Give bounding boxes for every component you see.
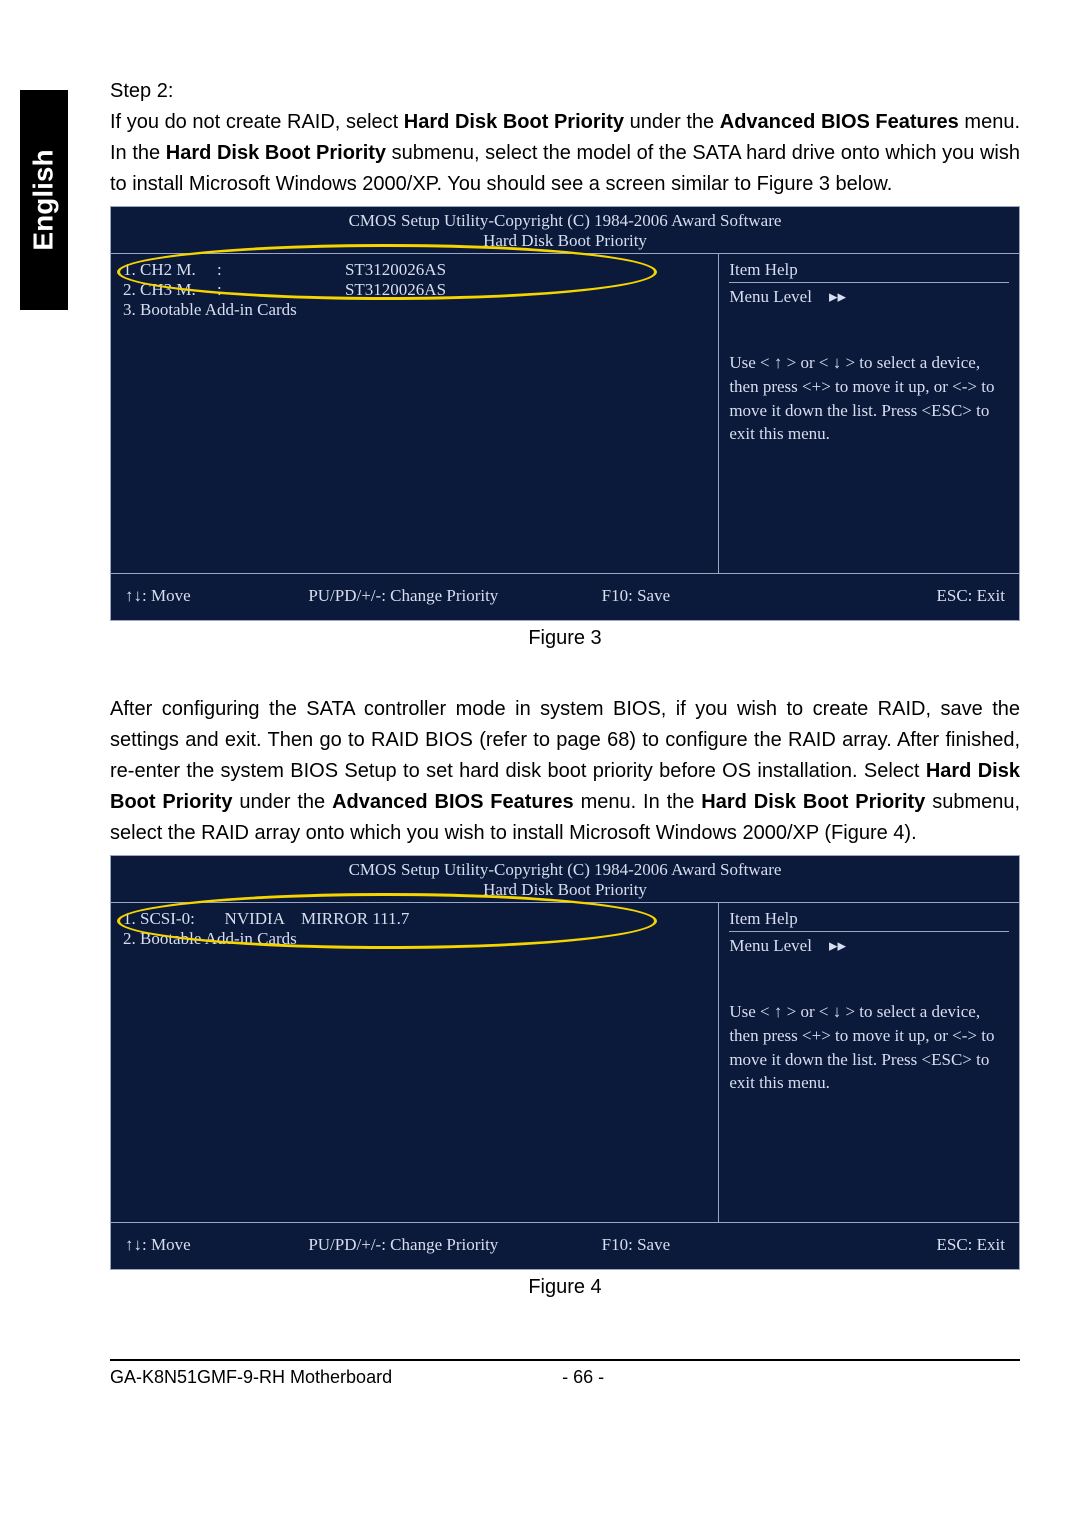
bold-text: Hard Disk Boot Priority: [701, 791, 925, 813]
menu-level-marker-icon: ▸▸: [829, 287, 846, 306]
bios-subtitle: Hard Disk Boot Priority: [111, 880, 1019, 902]
bios-footer: ↑↓: Move PU/PD/+/-: Change Priority F10:…: [111, 573, 1019, 620]
menu-level: Menu Level ▸▸: [729, 936, 1009, 964]
bios-header: CMOS Setup Utility-Copyright (C) 1984-20…: [111, 856, 1019, 902]
page-content: Step 2: If you do not create RAID, selec…: [110, 80, 1020, 1388]
text: under the: [232, 791, 332, 813]
intro-paragraph: If you do not create RAID, select Hard D…: [110, 107, 1020, 200]
help-text: Use < ↑ > or < ↓ > to select a device, t…: [729, 351, 1009, 446]
menu-level-marker-icon: ▸▸: [829, 936, 846, 955]
list-item: 2. Bootable Add-in Cards: [123, 929, 710, 949]
bios-header: CMOS Setup Utility-Copyright (C) 1984-20…: [111, 207, 1019, 253]
bios-help-panel: Item Help Menu Level ▸▸ Use < ↑ > or < ↓…: [718, 254, 1019, 573]
list-item: 1. SCSI-0: NVIDIA MIRROR 111.7: [123, 909, 710, 929]
list-item: 3. Bootable Add-in Cards: [123, 300, 710, 320]
item-help-label: Item Help: [729, 909, 1009, 932]
bios-device-list: 1. CH2 M. : ST3120026AS 2. CH3 M. : ST31…: [111, 254, 718, 573]
bold-text: Hard Disk Boot Priority: [404, 111, 624, 133]
menu-level-label: Menu Level: [729, 287, 812, 306]
menu-level: Menu Level ▸▸: [729, 287, 1009, 315]
footer-page-number: - 66 -: [392, 1367, 1020, 1388]
bold-text: Hard Disk Boot Priority: [166, 142, 386, 164]
text: under the: [624, 111, 720, 133]
bold-text: Advanced BIOS Features: [332, 791, 574, 813]
footer-exit: ESC: Exit: [822, 586, 1005, 606]
footer-move: ↑↓: Move: [125, 586, 308, 606]
help-text: Use < ↑ > or < ↓ > to select a device, t…: [729, 1000, 1009, 1095]
footer-move: ↑↓: Move: [125, 1235, 308, 1255]
list-item: 1. CH2 M. : ST3120026AS: [123, 260, 710, 280]
text: menu. In the: [574, 791, 702, 813]
item-help-label: Item Help: [729, 260, 1009, 283]
footer-exit: ESC: Exit: [822, 1235, 1005, 1255]
footer-change: PU/PD/+/-: Change Priority: [308, 1235, 601, 1255]
language-tab: English: [20, 90, 68, 310]
page-footer: GA-K8N51GMF-9-RH Motherboard - 66 -: [110, 1359, 1020, 1388]
text: After configuring the SATA controller mo…: [110, 698, 1020, 782]
figure-caption-3: Figure 3: [110, 627, 1020, 650]
footer-save: F10: Save: [602, 1235, 822, 1255]
step-label: Step 2:: [110, 80, 1020, 103]
bold-text: Advanced BIOS Features: [720, 111, 959, 133]
bios-subtitle: Hard Disk Boot Priority: [111, 231, 1019, 253]
menu-level-label: Menu Level: [729, 936, 812, 955]
mid-paragraph: After configuring the SATA controller mo…: [110, 694, 1020, 849]
footer-save: F10: Save: [602, 586, 822, 606]
bios-body: 1. SCSI-0: NVIDIA MIRROR 111.7 2. Bootab…: [111, 902, 1019, 1222]
footer-product: GA-K8N51GMF-9-RH Motherboard: [110, 1367, 392, 1388]
bios-screenshot-fig3: CMOS Setup Utility-Copyright (C) 1984-20…: [110, 206, 1020, 621]
text: If you do not create RAID, select: [110, 111, 404, 133]
bios-help-panel: Item Help Menu Level ▸▸ Use < ↑ > or < ↓…: [718, 903, 1019, 1222]
bios-body: 1. CH2 M. : ST3120026AS 2. CH3 M. : ST31…: [111, 253, 1019, 573]
bios-device-list: 1. SCSI-0: NVIDIA MIRROR 111.7 2. Bootab…: [111, 903, 718, 1222]
list-item: 2. CH3 M. : ST3120026AS: [123, 280, 710, 300]
footer-change: PU/PD/+/-: Change Priority: [308, 586, 601, 606]
figure-caption-4: Figure 4: [110, 1276, 1020, 1299]
bios-title: CMOS Setup Utility-Copyright (C) 1984-20…: [111, 860, 1019, 880]
bios-screenshot-fig4: CMOS Setup Utility-Copyright (C) 1984-20…: [110, 855, 1020, 1270]
bios-title: CMOS Setup Utility-Copyright (C) 1984-20…: [111, 211, 1019, 231]
bios-footer: ↑↓: Move PU/PD/+/-: Change Priority F10:…: [111, 1222, 1019, 1269]
language-tab-label: English: [28, 149, 60, 250]
